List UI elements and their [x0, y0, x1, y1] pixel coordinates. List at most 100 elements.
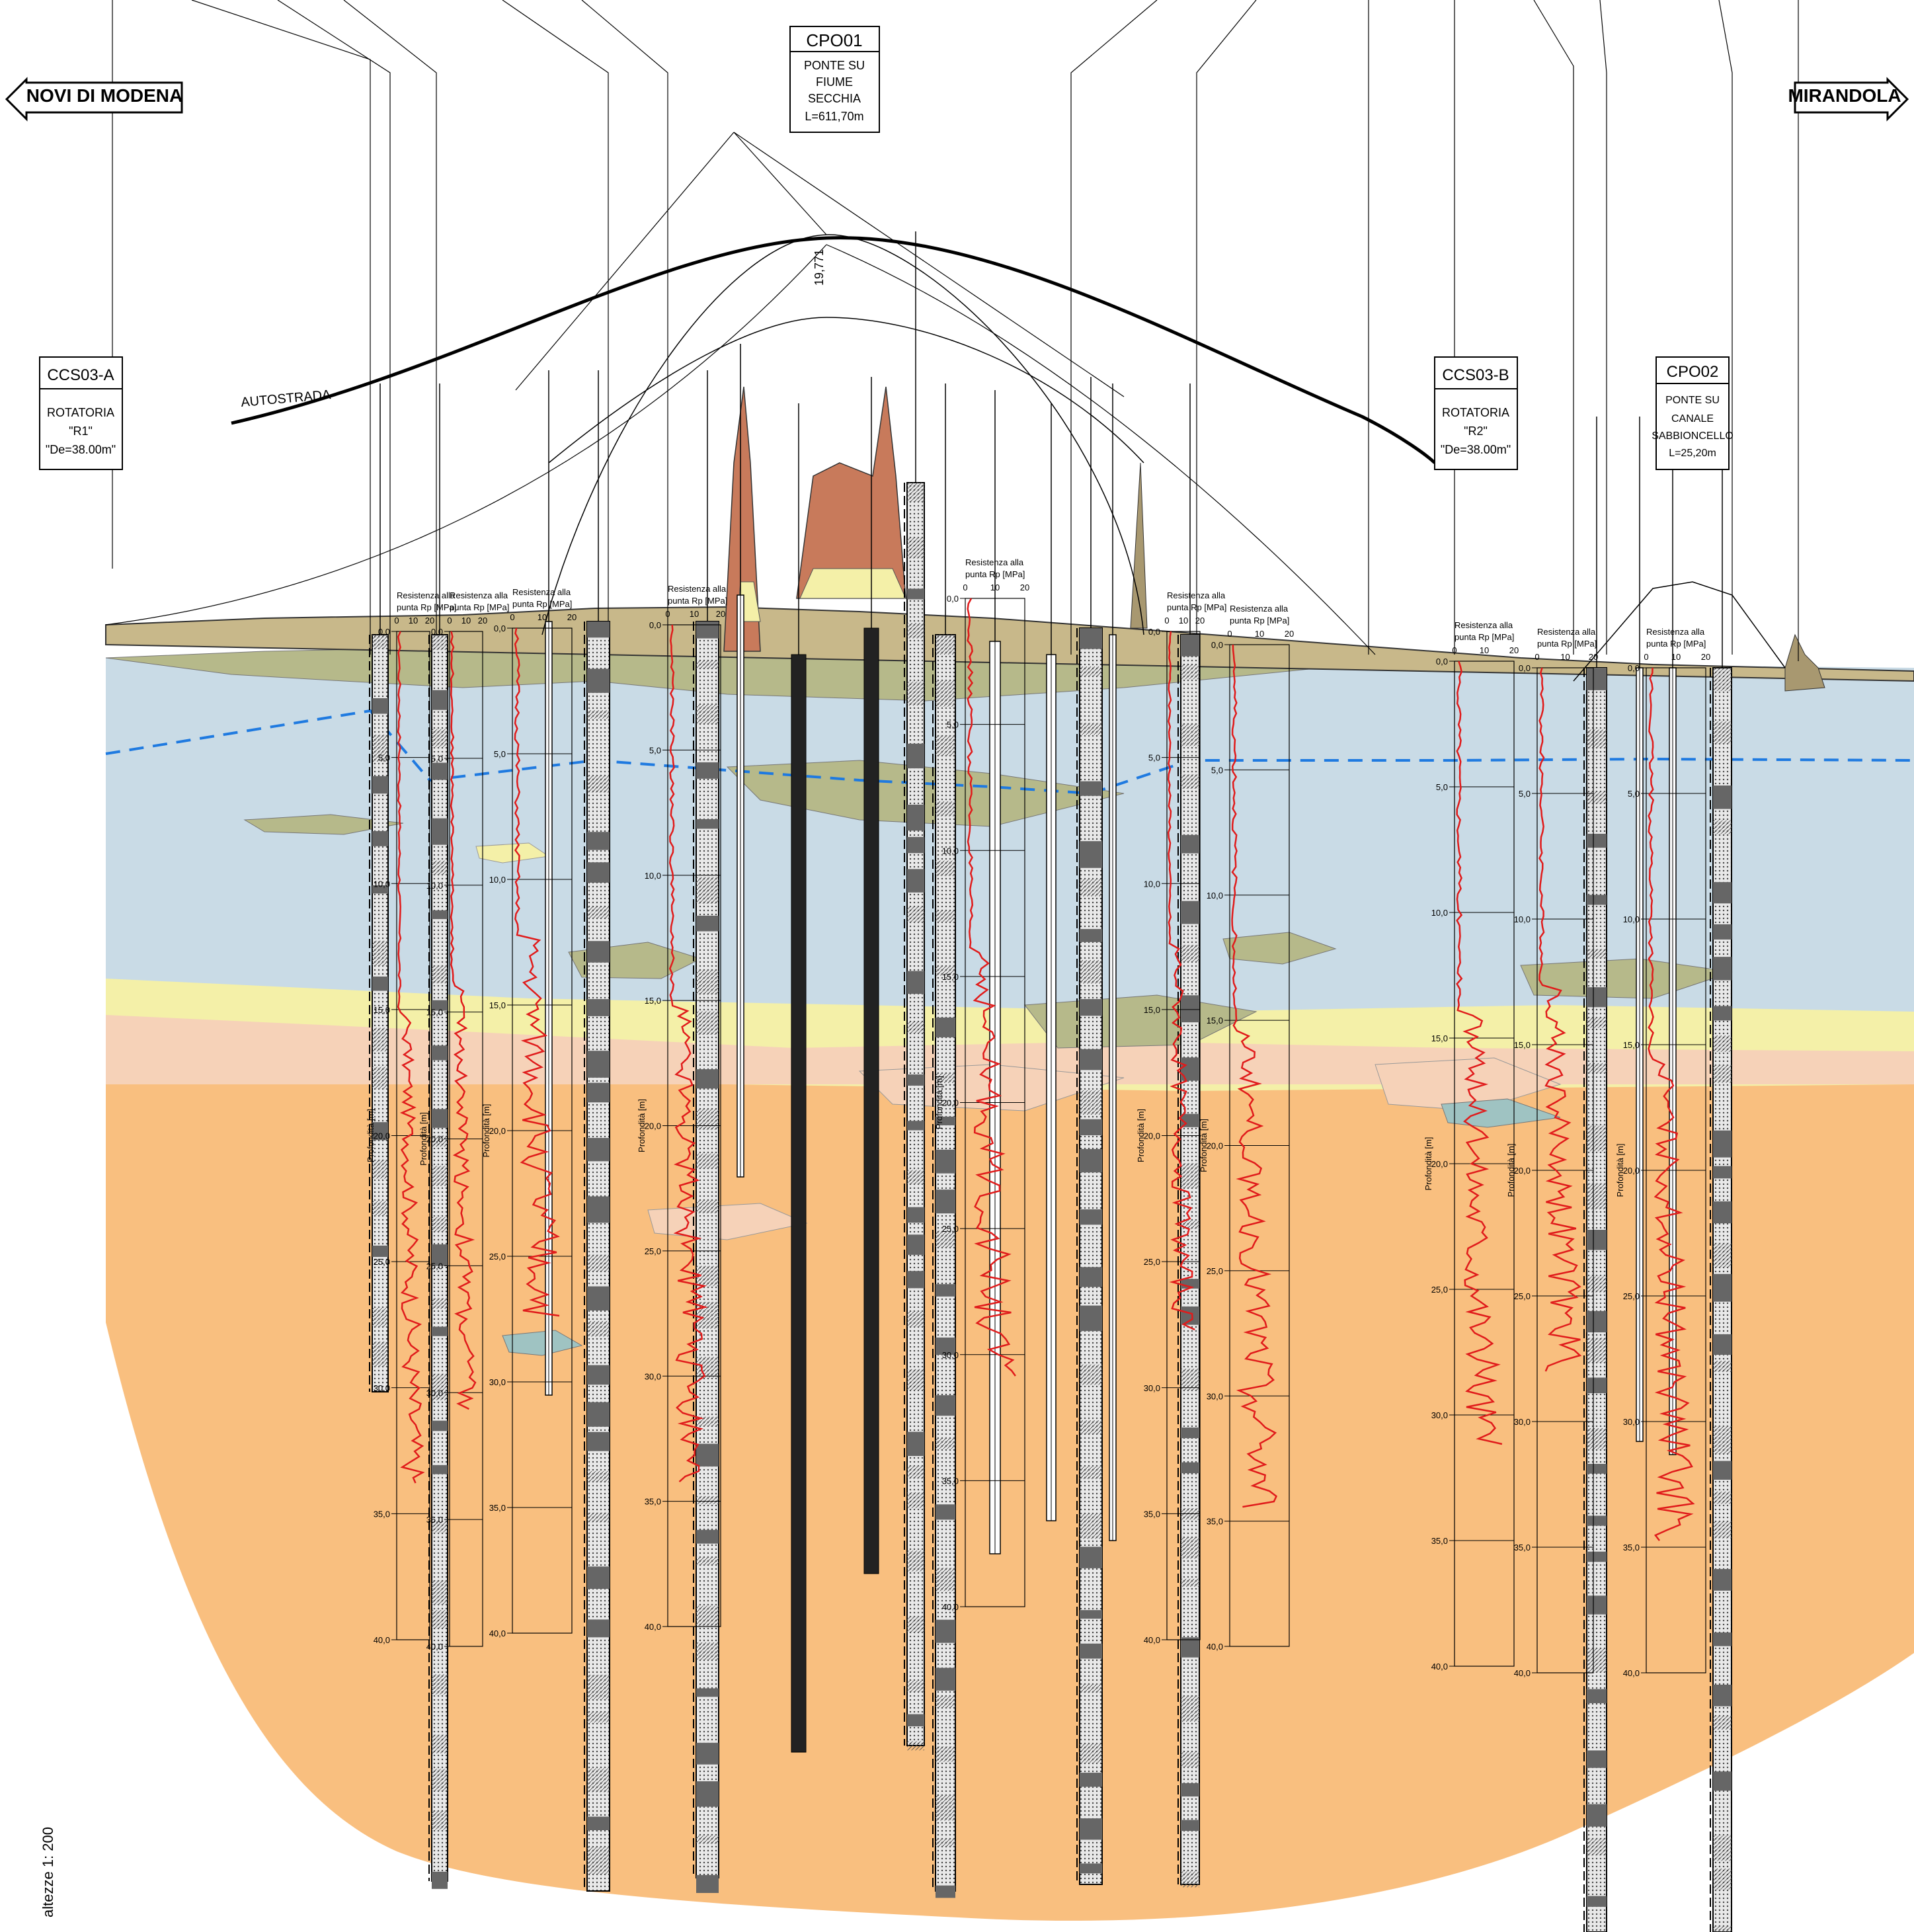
- depth-tick: 0,0: [1436, 657, 1448, 666]
- cpt-scale-tick: 0: [510, 612, 514, 622]
- svg-text:PONTE SU: PONTE SU: [1665, 395, 1720, 406]
- depth-tick: 15,0: [1514, 1040, 1531, 1050]
- depth-axis-label: Profondità [m]: [934, 1076, 944, 1129]
- borehole: [428, 383, 448, 1889]
- deep-sand-layer: [106, 1058, 1914, 1921]
- cpt-trace: [668, 624, 708, 1482]
- depth-tick: 25,0: [645, 1246, 661, 1256]
- depth-tick: 20,0: [1514, 1166, 1531, 1176]
- depth-tick: 0,0: [1519, 663, 1531, 673]
- cpt-header: punta Rp [MPa]: [1455, 632, 1514, 642]
- leader-lines: [112, 0, 1799, 661]
- depth-tick: 15,0: [374, 1005, 390, 1015]
- depth-axis-label: Profondità [m]: [1506, 1144, 1516, 1197]
- cpt-header: punta Rp [MPa]: [450, 602, 509, 612]
- depth-axis-label: Profondità [m]: [637, 1099, 647, 1152]
- levee-far-right: [1784, 633, 1825, 692]
- depth-tick: 40,0: [426, 1642, 443, 1652]
- cpt-scale-tick: 0: [1452, 645, 1456, 655]
- depth-tick: 15,0: [1431, 1033, 1448, 1043]
- cpt-trace: [514, 627, 560, 1317]
- depth-tick: 35,0: [1514, 1543, 1531, 1552]
- cpt-scale-tick: 10: [409, 616, 418, 625]
- depth-tick: 40,0: [645, 1622, 661, 1632]
- cpt-scale-tick: 0: [1164, 616, 1169, 625]
- cpt-scale-tick: 10: [990, 583, 1000, 592]
- bridge-arc-upper: [541, 234, 1144, 635]
- cpt-log: Resistenza alla punta Rp [MPa] 0 10 20 0,0 5,0…: [481, 587, 577, 1638]
- depth-tick: 5,0: [1211, 765, 1223, 775]
- depth-tick: 15,0: [426, 1008, 443, 1018]
- borehole: [1109, 383, 1117, 1541]
- depth-tick: 20,0: [1207, 1141, 1223, 1151]
- cpt-scale-tick: 0: [447, 616, 452, 625]
- depth-tick: 0,0: [649, 620, 661, 630]
- borehole: [904, 231, 925, 1751]
- structure-code: CCS03-B: [1442, 366, 1509, 384]
- borehole: [1636, 417, 1644, 1442]
- bridge-arc-lower: [548, 317, 1144, 463]
- depth-tick: 40,0: [1144, 1635, 1160, 1645]
- depth-tick: 35,0: [1144, 1509, 1160, 1519]
- structure-code: CPO02: [1667, 363, 1719, 381]
- cpt-log: Resistenza alla punta Rp [MPa] 0 10 20 0,0 5,0…: [419, 590, 509, 1652]
- cpt-scale-tick: 10: [538, 612, 547, 622]
- depth-tick: 25,0: [1144, 1257, 1160, 1267]
- depth-tick: 20,0: [1144, 1131, 1160, 1141]
- cpt-scale-tick: 20: [567, 612, 577, 622]
- depth-tick: 35,0: [1431, 1536, 1448, 1546]
- direction-left: NOVI DI MODENA: [5, 77, 183, 122]
- cpt-scale-tick: 20: [1701, 652, 1710, 662]
- depth-axis-label: Profondità [m]: [1136, 1109, 1146, 1162]
- depth-tick: 35,0: [645, 1497, 661, 1507]
- cpt-log: Resistenza alla punta Rp [MPa] 0 10 20 0,0 5,0…: [1615, 627, 1710, 1678]
- cpt-header: Resistenza alla: [1167, 590, 1226, 600]
- cpt-trace: [1167, 631, 1195, 1331]
- arrow-left-icon: [5, 77, 183, 122]
- depth-tick: 10,0: [1144, 879, 1160, 889]
- depth-tick: 0,0: [1628, 663, 1640, 673]
- sand-lens-4: [647, 1203, 808, 1240]
- scale-note: altezze 1: 200: [40, 1827, 56, 1917]
- cpt-trace: [1231, 644, 1278, 1508]
- depth-tick: 10,0: [1207, 891, 1223, 901]
- svg-text:ROTATORIA: ROTATORIA: [1442, 406, 1509, 419]
- depth-tick: 0,0: [431, 627, 443, 637]
- depth-tick: 25,0: [426, 1261, 443, 1271]
- depth-tick: 15,0: [1144, 1005, 1160, 1015]
- direction-right-label: MIRANDOLA: [1788, 85, 1901, 106]
- borehole: [863, 377, 879, 1574]
- cpt-trace: [1648, 667, 1695, 1541]
- borehole: [545, 370, 553, 1396]
- depth-tick: 0,0: [378, 627, 390, 637]
- depth-axis-label: Profondità [m]: [419, 1112, 428, 1166]
- depth-tick: 20,0: [942, 1098, 959, 1108]
- depth-tick: 20,0: [374, 1131, 390, 1141]
- depth-tick: 40,0: [489, 1629, 506, 1638]
- depth-tick: 10,0: [1431, 908, 1448, 918]
- depth-tick: 10,0: [1514, 914, 1531, 924]
- svg-text:"R1": "R1": [69, 424, 93, 438]
- svg-text:FIUME: FIUME: [816, 75, 853, 89]
- depth-tick: 35,0: [489, 1503, 506, 1513]
- depth-tick: 20,0: [489, 1126, 506, 1136]
- depth-tick: 30,0: [942, 1350, 959, 1360]
- depth-tick: 30,0: [1514, 1417, 1531, 1427]
- depth-tick: 30,0: [489, 1377, 506, 1387]
- structure-code: CCS03-A: [47, 366, 114, 384]
- borehole: [693, 370, 719, 1893]
- cpt-log: Resistenza alla punta Rp [MPa] 0 10 20 0,0 5,0…: [637, 584, 727, 1632]
- direction-left-label: NOVI DI MODENA: [26, 85, 182, 106]
- borehole: [1076, 377, 1103, 1885]
- structure-box-cpo02: CPO02 PONTE SU CANALE SABBIONCELLO L=25,…: [1652, 356, 1734, 470]
- depth-tick: 30,0: [374, 1383, 390, 1393]
- cpt-log: Resistenza alla punta Rp [MPa] 0 10 20 0,0 5,0…: [1199, 604, 1294, 1652]
- depth-tick: 0,0: [1211, 640, 1223, 650]
- embankment-fill-2: [796, 386, 906, 599]
- depth-tick: 25,0: [1207, 1266, 1223, 1276]
- borehole: [737, 344, 744, 1178]
- cpt-scale-tick: 10: [690, 609, 699, 619]
- borehole: [369, 383, 389, 1392]
- cpt-header: Resistenza alla: [450, 590, 508, 600]
